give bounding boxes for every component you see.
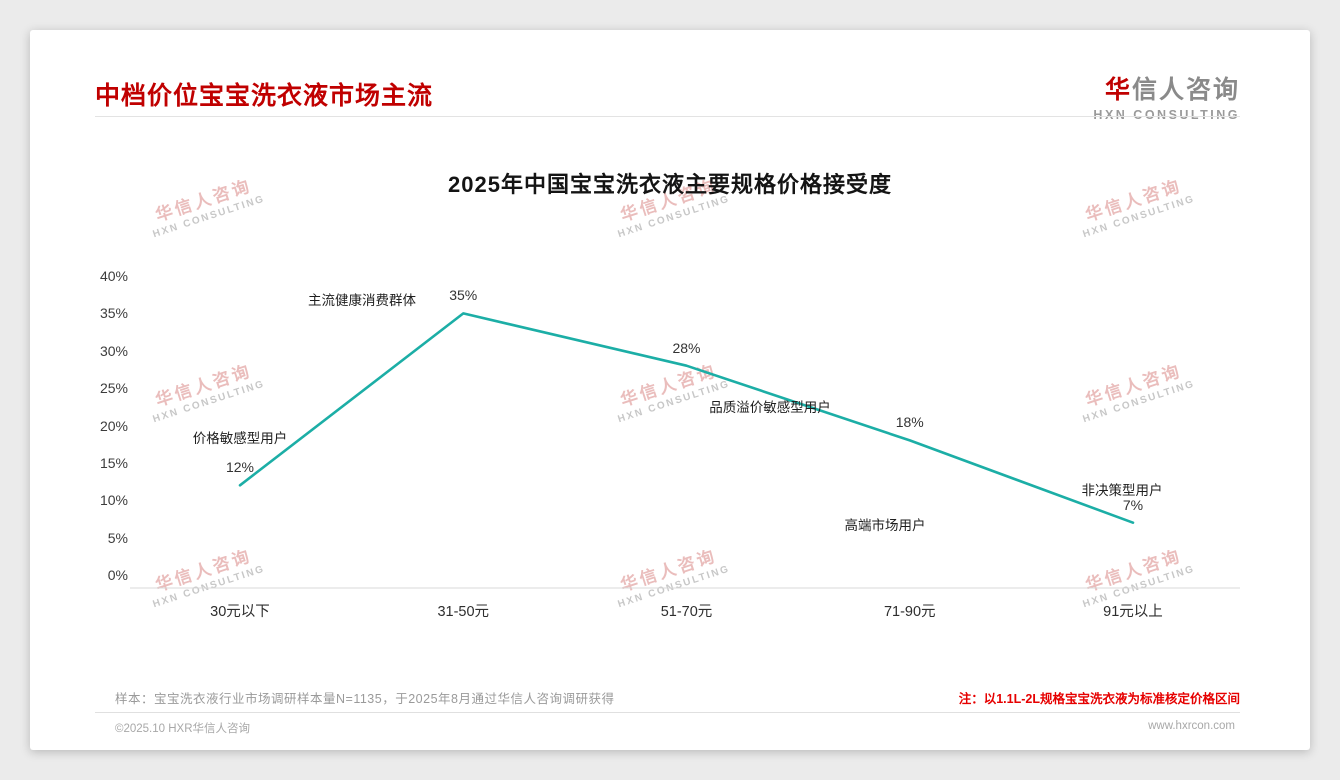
y-axis-tick-label: 20% <box>99 417 128 434</box>
brand-logo-accent: 华 <box>1104 76 1132 104</box>
website: www.hxrcon.com <box>1148 720 1235 732</box>
segment-annotation: 品质溢价敏感型用户 <box>709 400 831 415</box>
price-acceptance-line-chart: 40% 35% 30% 25% 20% 15% 10% 5% 0% 30元以下 31-50元 51-7… <box>70 250 1280 645</box>
x-axis-category-label: 30元以下 <box>210 604 270 620</box>
data-point-value: 7% <box>1122 496 1144 513</box>
y-axis-tick-label: 30% <box>99 342 128 359</box>
y-axis-tick-label: 25% <box>99 380 128 397</box>
segment-annotation: 高端市场用户 <box>844 518 926 533</box>
sample-footnote: 样本：宝宝洗衣液行业市场调研样本量N=1135，于2025年8月通过华信人咨询调… <box>115 692 615 706</box>
y-axis-tick-label: 0% <box>107 567 128 583</box>
x-axis-category-label: 71-90元 <box>883 604 936 620</box>
segment-annotation: 非决策型用户 <box>1081 483 1163 498</box>
y-axis-tick-label: 15% <box>99 454 128 471</box>
header-divider <box>95 116 1240 117</box>
price-range-note: 注：以1.1L-2L规格宝宝洗衣液为标准核定价格区间 <box>958 692 1240 706</box>
data-point-value: 12% <box>225 459 255 476</box>
data-point-value: 18% <box>895 414 924 431</box>
segment-annotation: 主流健康消费群体 <box>308 293 416 308</box>
footer-divider <box>95 712 1240 713</box>
line-chart-svg <box>130 312 1240 589</box>
x-axis-category-label: 51-70元 <box>660 604 713 620</box>
data-point-value: 35% <box>449 287 478 304</box>
slide-card: 华信人咨询 HXN CONSULTING 华信人咨询 HXN CONSULTING 华信… <box>30 30 1310 750</box>
brand-logo-cn: 华信人咨询 <box>1093 70 1240 106</box>
data-point-value: 28% <box>672 339 701 356</box>
y-axis-tick-label: 10% <box>99 492 128 509</box>
chart-title: 2025年中国宝宝洗衣液主要规格价格接受度 <box>448 172 892 197</box>
brand-logo-subtitle: HXN CONSULTING <box>1093 108 1240 122</box>
y-axis-tick-label: 40% <box>99 268 128 284</box>
copyright: ©2025.10 HXR华信人咨询 <box>115 723 251 735</box>
y-axis-tick-label: 35% <box>99 305 128 322</box>
brand-logo: 华信人咨询 HXN CONSULTING <box>1093 70 1240 122</box>
brand-logo-rest: 信人咨询 <box>1131 76 1240 104</box>
y-axis-tick-label: 5% <box>107 529 128 546</box>
page-title: 中档价位宝宝洗衣液市场主流 <box>95 82 434 110</box>
x-axis-category-label: 31-50元 <box>437 604 490 620</box>
segment-annotation: 价格敏感型用户 <box>192 431 288 446</box>
x-axis-category-label: 91元以上 <box>1103 604 1163 620</box>
